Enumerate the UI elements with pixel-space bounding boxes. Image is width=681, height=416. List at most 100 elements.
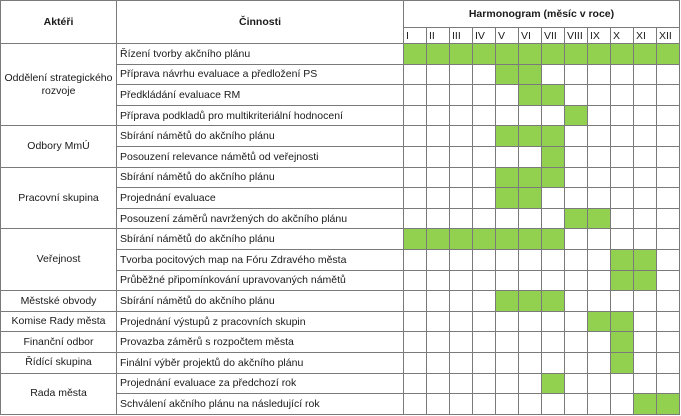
schedule-cell xyxy=(449,372,473,395)
schedule-cell-active xyxy=(518,43,542,65)
schedule-cell xyxy=(518,145,542,168)
schedule-cell xyxy=(656,269,680,292)
schedule-cell xyxy=(656,145,680,168)
gantt-body: Oddělení strategického rozvoje Řízení tvo… xyxy=(0,42,680,415)
schedule-cell xyxy=(564,125,588,147)
schedule-cell xyxy=(403,290,427,312)
schedule-cell xyxy=(426,248,450,271)
schedule-cell xyxy=(633,104,657,127)
schedule-cell xyxy=(403,248,427,271)
schedule-cell xyxy=(564,351,588,374)
schedule-cell xyxy=(426,351,450,374)
schedule-cell xyxy=(610,84,634,106)
schedule-cell-active xyxy=(541,43,565,65)
schedule-cell xyxy=(633,125,657,147)
schedule-cell-active xyxy=(518,228,542,250)
schedule-cell xyxy=(495,207,519,230)
header-row: Aktéři Činnosti Harmonogram (měsíc v roc… xyxy=(0,0,680,44)
schedule-cell xyxy=(518,331,542,353)
schedule-cell xyxy=(403,331,427,353)
schedule-cell-active xyxy=(495,290,519,312)
schedule-cell-active xyxy=(541,84,565,106)
schedule-cell-active xyxy=(495,63,519,86)
schedule-cell-active xyxy=(587,207,611,230)
month-header: XI xyxy=(633,27,657,44)
schedule-cell xyxy=(449,351,473,374)
schedule-cell xyxy=(541,207,565,230)
schedule-cell xyxy=(587,84,611,106)
schedule-cell xyxy=(449,331,473,353)
schedule-cell xyxy=(541,310,565,333)
schedule-cell xyxy=(472,166,496,189)
schedule-cell xyxy=(541,393,565,415)
schedule-cell xyxy=(426,187,450,209)
schedule-cell-active xyxy=(518,84,542,106)
schedule-cell xyxy=(449,269,473,292)
schedule-cell xyxy=(656,166,680,189)
schedule-cell-active xyxy=(587,43,611,65)
table-row: Průběžné připomínkování upravovaných nám… xyxy=(1,269,680,292)
schedule-cell-active xyxy=(610,269,634,292)
schedule-cell-active xyxy=(426,43,450,65)
schedule-cell-active xyxy=(587,310,611,333)
activity-cell: Projednání evaluace xyxy=(116,187,404,209)
schedule-cell xyxy=(656,310,680,333)
schedule-cell xyxy=(633,207,657,230)
schedule-cell xyxy=(472,207,496,230)
schedule-cell xyxy=(495,351,519,374)
schedule-cell xyxy=(587,248,611,271)
schedule-cell-active xyxy=(610,310,634,333)
schedule-cell-active xyxy=(449,228,473,250)
schedule-cell xyxy=(656,248,680,271)
schedule-cell xyxy=(656,104,680,127)
schedule-cell xyxy=(426,84,450,106)
schedule-cell xyxy=(495,248,519,271)
schedule-cell xyxy=(472,351,496,374)
schedule-cell xyxy=(495,393,519,415)
schedule-cell xyxy=(495,269,519,292)
schedule-cell xyxy=(472,269,496,292)
month-header: XII xyxy=(656,27,680,44)
schedule-cell-active xyxy=(495,187,519,209)
activity-cell: Sbírání námětů do akčního plánu xyxy=(116,166,404,189)
schedule-cell xyxy=(541,269,565,292)
schedule-cell xyxy=(472,125,496,147)
schedule-cell xyxy=(656,125,680,147)
schedule-cell xyxy=(472,63,496,86)
activity-cell: Průběžné připomínkování upravovaných nám… xyxy=(116,269,404,292)
schedule-cell xyxy=(564,145,588,168)
activity-cell: Příprava podkladů pro multikriteriální h… xyxy=(116,104,404,127)
schedule-cell xyxy=(495,372,519,395)
schedule-cell xyxy=(449,104,473,127)
table-row: Rada města Projednání evaluace za předcho… xyxy=(0,372,680,415)
schedule-cell xyxy=(587,228,611,250)
actor-cell: Oddělení strategického rozvoje xyxy=(0,42,117,127)
schedule-cell-active xyxy=(495,125,519,147)
schedule-cell xyxy=(518,351,542,374)
schedule-cell-active xyxy=(633,248,657,271)
table-row: Pracovní skupina Sbírání námětů do akčníh… xyxy=(0,166,680,230)
activity-cell: Příprava návrhu evaluace a předložení PS xyxy=(116,63,404,86)
schedule-cell xyxy=(426,290,450,312)
schedule-cell xyxy=(426,310,450,333)
schedule-cell-active xyxy=(403,228,427,250)
schedule-cell xyxy=(587,145,611,168)
schedule-cell xyxy=(426,331,450,353)
schedule-cell xyxy=(610,104,634,127)
schedule-cell xyxy=(564,84,588,106)
schedule-cell xyxy=(472,248,496,271)
schedule-cell-active xyxy=(518,187,542,209)
schedule-cell xyxy=(472,104,496,127)
activity-cell: Sbírání námětů do akčního plánu xyxy=(116,125,404,147)
month-header: II xyxy=(426,27,450,44)
schedule-cell xyxy=(403,63,427,86)
table-row: Komise Rady města Projednání výstupů z pr… xyxy=(0,310,680,333)
schedule-cell xyxy=(564,331,588,353)
schedule-cell xyxy=(403,187,427,209)
table-row: Příprava podkladů pro multikriteriální h… xyxy=(1,104,680,127)
schedule-cell-active xyxy=(518,290,542,312)
schedule-cell xyxy=(472,84,496,106)
schedule-cell xyxy=(472,145,496,168)
schedule-cell xyxy=(518,269,542,292)
